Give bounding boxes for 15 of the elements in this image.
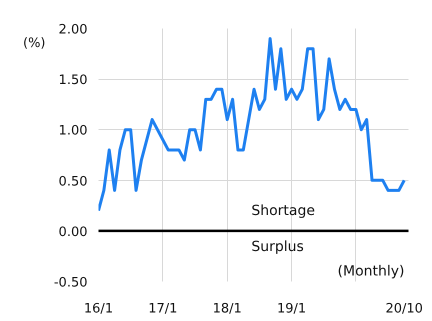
x-tick-label: 20/10 [385, 302, 423, 316]
annotation: Surplus [251, 238, 304, 255]
y-tick-label: -0.50 [54, 276, 88, 290]
y-tick-label: 1.00 [58, 124, 88, 139]
y-axis-title: (%) [23, 35, 46, 53]
annotation: (Monthly) [338, 264, 405, 280]
x-tick-label: 16/1 [84, 302, 114, 316]
y-tick-label: 2.00 [58, 22, 88, 38]
x-tick-label: 17/1 [148, 302, 178, 316]
y-tick-label: 1.50 [58, 73, 88, 88]
annotation: Shortage [251, 202, 316, 219]
x-tick-label: 18/1 [212, 302, 242, 316]
x-tick-label: 19/1 [276, 302, 306, 316]
y-tick-label: 0.50 [58, 174, 88, 190]
y-tick-label: 0.00 [58, 224, 88, 240]
